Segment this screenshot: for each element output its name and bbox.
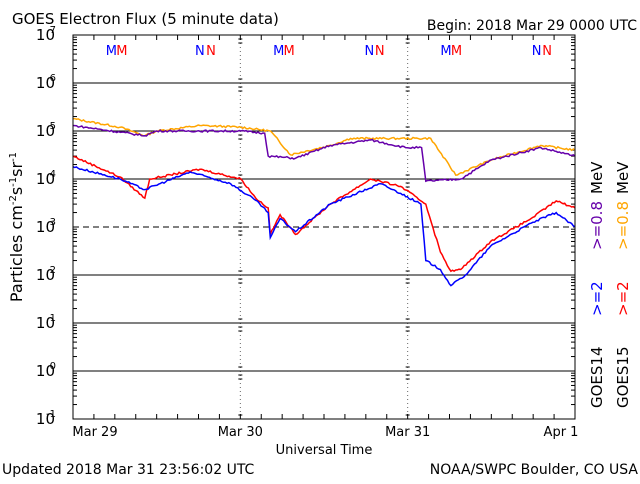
legend: GOES14 >=2 >=0.8 MeV GOES15 >=2 >=0.8 Me…: [588, 161, 632, 408]
series-line-goes15-2-mev: [72, 155, 576, 273]
event-marker: M: [451, 44, 462, 59]
x-tick-label: Mar 29: [72, 425, 117, 440]
grid-lines: [73, 35, 575, 419]
legend-goes14: GOES14: [588, 346, 606, 408]
legend-g15-2mev: >=2: [614, 281, 632, 316]
y-axis-label: Particles cm-2s-1sr-1: [7, 152, 26, 302]
y-tick-label: 106: [36, 73, 56, 92]
legend-g15-08mev: >=0.8: [614, 201, 632, 250]
event-marker: M: [440, 44, 451, 59]
event-marker: N: [364, 44, 374, 59]
event-marker: N: [206, 44, 216, 59]
event-marker: M: [116, 44, 127, 59]
event-marker: M: [273, 44, 284, 59]
x-tick-labels: Mar 29 Mar 30 Mar 31 Apr 1: [72, 425, 578, 440]
series-line-goes14-0-8-mev: [72, 124, 576, 183]
x-tick-label: Mar 30: [218, 425, 263, 440]
y-tick-label: 100: [36, 361, 56, 380]
event-marker: N: [375, 44, 385, 59]
legend-g14-2mev: >=2: [588, 281, 606, 316]
y-tick-label: 107: [36, 25, 56, 44]
updated-timestamp: Updated 2018 Mar 31 23:56:02 UTC: [2, 462, 255, 478]
event-marker: M: [284, 44, 295, 59]
event-marker: N: [542, 44, 552, 59]
y-tick-label: 104: [36, 169, 56, 188]
legend-mev-2: MeV: [614, 161, 632, 194]
event-marker: M: [106, 44, 117, 59]
event-marker: N: [532, 44, 542, 59]
event-marker: N: [195, 44, 205, 59]
begin-time: Begin: 2018 Mar 29 0000 UTC: [427, 18, 637, 34]
plot-frame: [72, 34, 576, 420]
legend-goes15: GOES15: [614, 346, 632, 408]
x-tick-label: Mar 31: [385, 425, 430, 440]
y-tick-label: 105: [36, 121, 56, 140]
legend-g14-08mev: >=0.8: [588, 201, 606, 250]
legend-mev-1: MeV: [588, 161, 606, 194]
y-tick-label: 102: [36, 265, 56, 284]
chart-title: GOES Electron Flux (5 minute data): [12, 10, 279, 28]
y-tick-label: 10-1: [36, 409, 56, 428]
credit: NOAA/SWPC Boulder, CO USA: [430, 462, 639, 478]
x-axis-label: Universal Time: [276, 443, 373, 458]
series-line-goes14-2-mev: [72, 166, 576, 287]
series-lines: [72, 117, 576, 287]
y-tick-label: 103: [36, 217, 56, 236]
x-tick-label: Apr 1: [544, 425, 579, 440]
y-tick-label: 101: [36, 313, 56, 332]
y-tick-labels: 107 106 105 104 103 102 101 100 10-1: [36, 25, 56, 428]
